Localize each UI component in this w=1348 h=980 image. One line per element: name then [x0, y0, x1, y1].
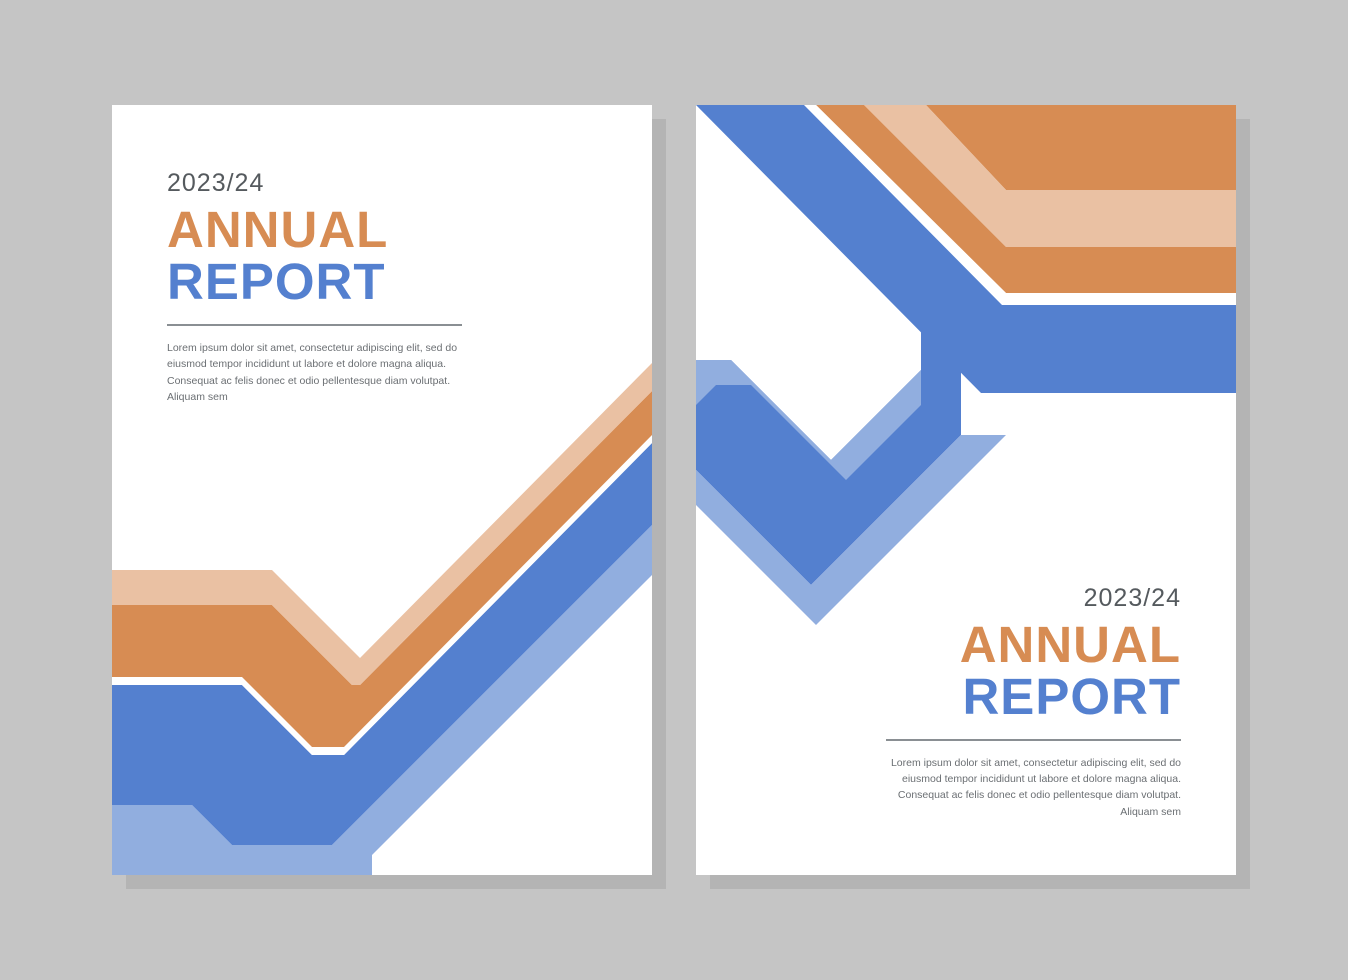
- title-line-2: REPORT: [871, 671, 1181, 723]
- page: 2023/24 ANNUAL REPORT Lorem ipsum dolor …: [112, 105, 652, 875]
- page: 2023/24 ANNUAL REPORT Lorem ipsum dolor …: [696, 105, 1236, 875]
- cover-right: 2023/24 ANNUAL REPORT Lorem ipsum dolor …: [696, 105, 1236, 875]
- title-block: 2023/24 ANNUAL REPORT Lorem ipsum dolor …: [167, 169, 477, 405]
- title-block: 2023/24 ANNUAL REPORT Lorem ipsum dolor …: [871, 584, 1181, 820]
- title-line-1: ANNUAL: [871, 619, 1181, 671]
- body-text: Lorem ipsum dolor sit amet, consectetur …: [871, 755, 1181, 820]
- divider-rule: [886, 739, 1181, 741]
- year-label: 2023/24: [871, 584, 1181, 613]
- divider-rule: [167, 324, 462, 326]
- title-line-2: REPORT: [167, 256, 477, 308]
- title-line-1: ANNUAL: [167, 204, 477, 256]
- body-text: Lorem ipsum dolor sit amet, consectetur …: [167, 340, 477, 405]
- cover-left: 2023/24 ANNUAL REPORT Lorem ipsum dolor …: [112, 105, 652, 875]
- year-label: 2023/24: [167, 169, 477, 198]
